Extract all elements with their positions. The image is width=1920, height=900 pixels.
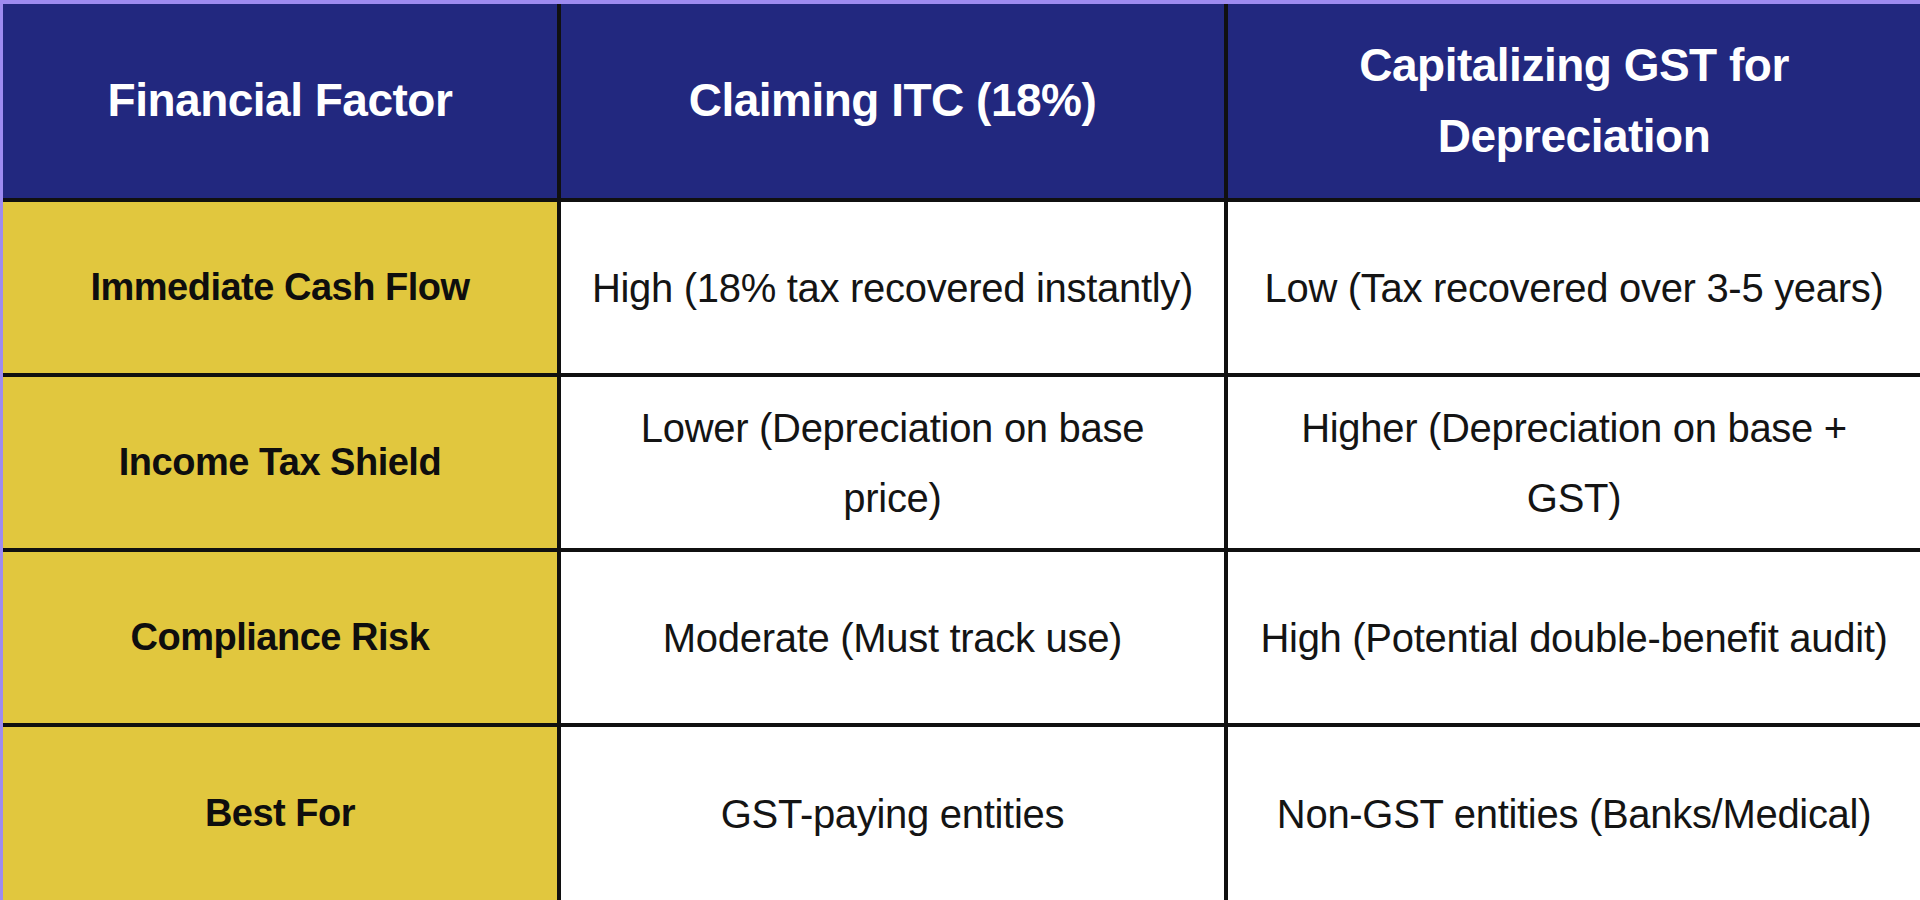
factor-label-immediate-cash-flow: Immediate Cash Flow [3,200,559,375]
gst-comparison-table: Financial Factor Claiming ITC (18%) Capi… [3,4,1920,900]
header-cell-claiming-itc: Claiming ITC (18%) [559,4,1226,200]
table-row-immediate-cash-flow: Immediate Cash Flow High (18% tax recove… [3,200,1920,375]
cell-compliance-capitalizing: High (Potential double-benefit audit) [1226,550,1920,725]
cell-tax-shield-itc: Lower (Depreciation on base price) [559,375,1226,550]
cell-best-for-capitalizing: Non-GST entities (Banks/Medical) [1226,725,1920,900]
table-row-income-tax-shield: Income Tax Shield Lower (Depreciation on… [3,375,1920,550]
table-row-best-for: Best For GST-paying entities Non-GST ent… [3,725,1920,900]
cell-best-for-itc: GST-paying entities [559,725,1226,900]
factor-label-compliance-risk: Compliance Risk [3,550,559,725]
table-header-row: Financial Factor Claiming ITC (18%) Capi… [3,4,1920,200]
cell-tax-shield-capitalizing: Higher (Depreciation on base + GST) [1226,375,1920,550]
cell-compliance-itc: Moderate (Must track use) [559,550,1226,725]
table-row-compliance-risk: Compliance Risk Moderate (Must track use… [3,550,1920,725]
header-cell-capitalizing-gst: Capitalizing GST for Depreciation [1226,4,1920,200]
header-cell-financial-factor: Financial Factor [3,4,559,200]
cell-cash-flow-itc: High (18% tax recovered instantly) [559,200,1226,375]
cell-cash-flow-capitalizing: Low (Tax recovered over 3-5 years) [1226,200,1920,375]
factor-label-income-tax-shield: Income Tax Shield [3,375,559,550]
factor-label-best-for: Best For [3,725,559,900]
